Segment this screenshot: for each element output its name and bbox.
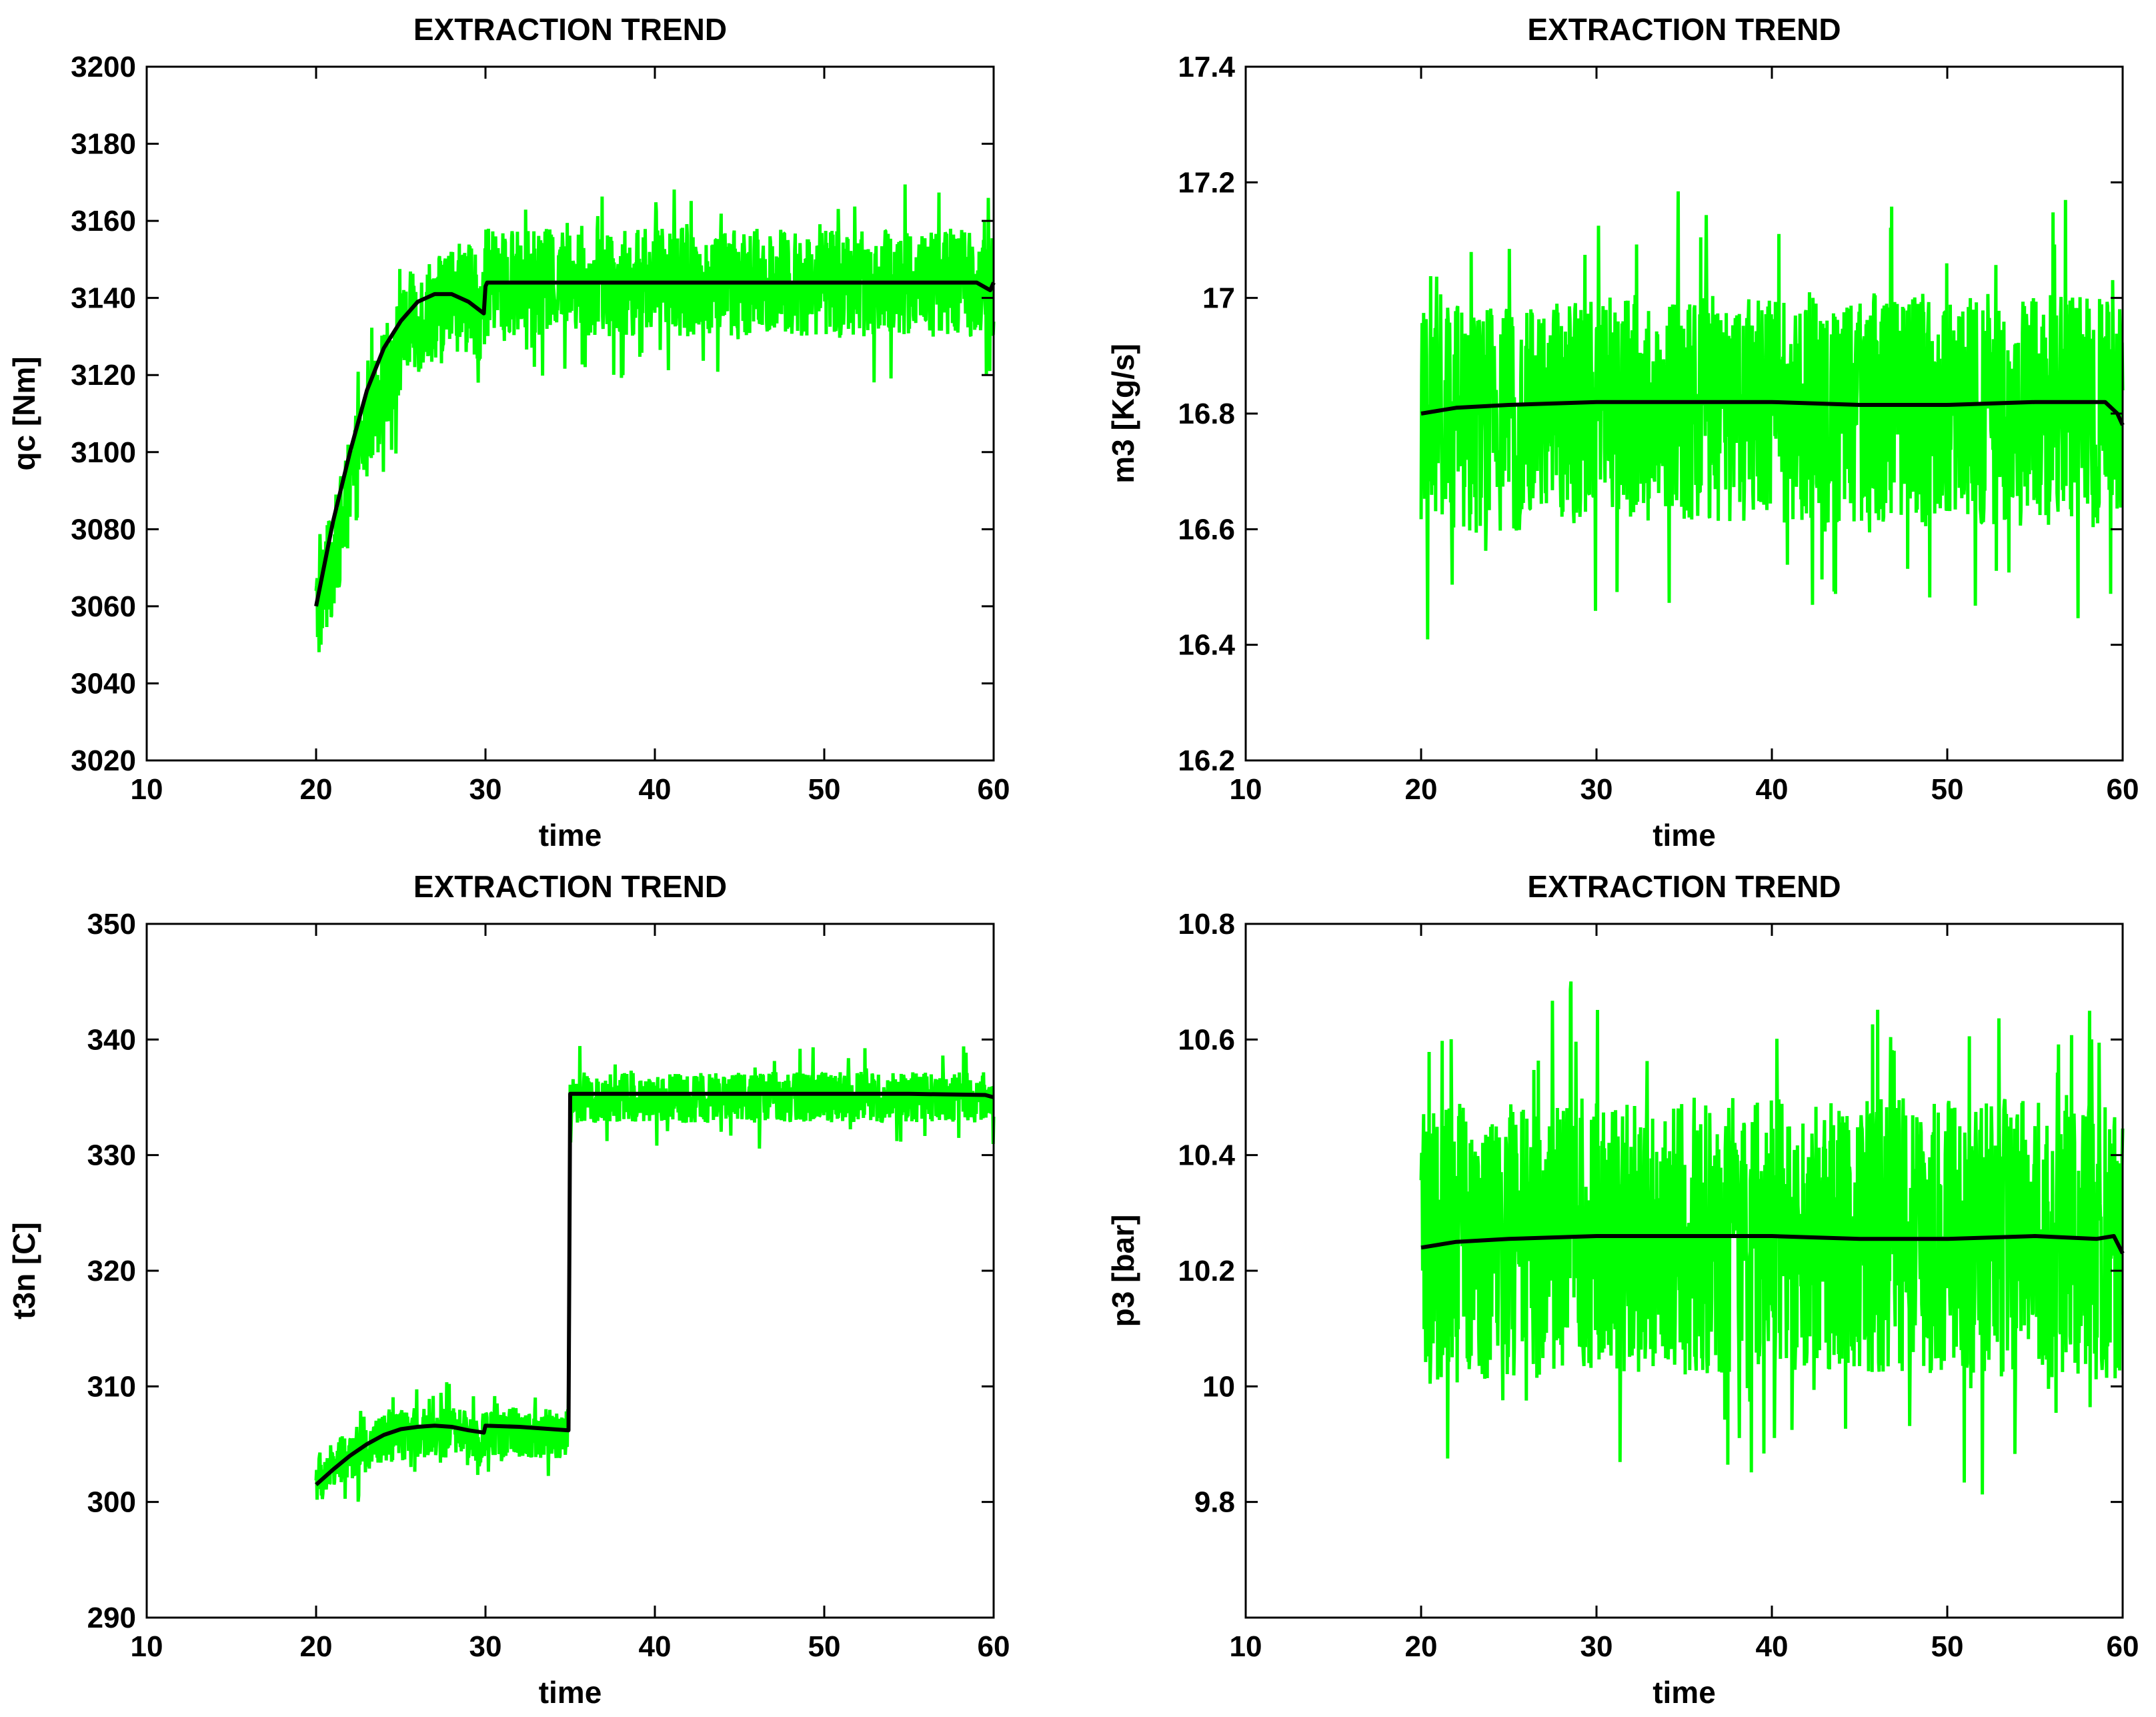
x-tick-label: 40	[1756, 1630, 1789, 1663]
y-tick-label: 290	[87, 1602, 136, 1634]
x-tick-label: 40	[639, 1630, 672, 1663]
chart-panel-1: 10 20 30 40 50 603020304030603080310031203140…	[7, 12, 1010, 852]
y-tick-label: 3140	[71, 282, 136, 315]
y-tick-label: 3180	[71, 128, 136, 161]
y-tick-label: 3160	[71, 205, 136, 237]
y-tick-label: 310	[87, 1370, 136, 1403]
y-axis-label: p3 [bar]	[1106, 1215, 1140, 1327]
x-tick-label: 10	[131, 773, 163, 806]
series-trend-line	[1420, 400, 2125, 426]
chart-title: EXTRACTION TREND	[1527, 869, 1841, 904]
y-tick-label: 3200	[71, 51, 136, 83]
x-tick-label: 10	[1230, 773, 1262, 806]
y-axis-label: m3 [Kg/s]	[1106, 344, 1140, 484]
x-axis-label: time	[539, 818, 602, 852]
x-tick-label: 20	[1405, 1630, 1438, 1663]
y-tick-label: 3060	[71, 590, 136, 623]
series-trend-line	[315, 1091, 994, 1486]
y-tick-label: 10.2	[1178, 1255, 1235, 1287]
y-tick-label: 17	[1202, 282, 1235, 315]
y-tick-label: 340	[87, 1023, 136, 1056]
y-tick-label: 9.8	[1194, 1486, 1235, 1519]
y-tick-label: 300	[87, 1486, 136, 1519]
series-measured-line	[1419, 981, 2125, 1495]
x-axis-label: time	[539, 1675, 602, 1710]
x-tick-label: 10	[131, 1630, 163, 1663]
y-tick-label: 16.4	[1178, 629, 1235, 662]
chart-title: EXTRACTION TREND	[1527, 12, 1841, 47]
chart-title: EXTRACTION TREND	[413, 12, 727, 47]
x-tick-label: 50	[1931, 1630, 1964, 1663]
x-tick-label: 20	[1405, 773, 1438, 806]
y-tick-label: 10.4	[1178, 1139, 1235, 1172]
x-tick-label: 60	[2107, 1630, 2139, 1663]
y-tick-label: 3120	[71, 359, 136, 392]
y-tick-label: 17.2	[1178, 166, 1235, 199]
axes-frame	[145, 65, 995, 762]
chart-title: EXTRACTION TREND	[413, 869, 727, 904]
y-tick-label: 3020	[71, 744, 136, 777]
y-tick-label: 330	[87, 1139, 136, 1172]
x-tick-label: 20	[300, 1630, 333, 1663]
y-tick-label: 3100	[71, 436, 136, 469]
x-tick-label: 50	[808, 773, 841, 806]
y-tick-label: 10.8	[1178, 908, 1235, 941]
y-tick-label: 17.4	[1178, 51, 1235, 83]
plot-area	[147, 67, 994, 760]
x-tick-label: 60	[978, 773, 1010, 806]
x-tick-label: 50	[1931, 773, 1964, 806]
x-tick-label: 30	[469, 773, 502, 806]
series-measured-line	[314, 184, 996, 652]
x-tick-label: 50	[808, 1630, 841, 1663]
series-trend-line	[314, 280, 996, 607]
series-trend-line	[1420, 1234, 2125, 1255]
y-tick-label: 10.6	[1178, 1023, 1235, 1056]
y-tick-label: 3040	[71, 667, 136, 700]
x-axis-label: time	[1653, 1675, 1716, 1710]
x-tick-label: 40	[639, 773, 672, 806]
x-tick-label: 10	[1230, 1630, 1262, 1663]
y-tick-label: 16.8	[1178, 398, 1235, 430]
chart-panel-2: 10 20 30 40 50 60 16.2 16.4 16.6 16.8 17 17.2 17.4 EX…	[1106, 12, 2139, 852]
y-axis-label: t3n [C]	[7, 1222, 41, 1319]
x-tick-label: 60	[2107, 773, 2139, 806]
y-tick-label: 16.6	[1178, 513, 1235, 546]
x-tick-label: 20	[300, 773, 333, 806]
x-tick-label: 40	[1756, 773, 1789, 806]
y-tick-label: 3080	[71, 513, 136, 546]
x-tick-label: 60	[978, 1630, 1010, 1663]
x-tick-label: 30	[1580, 1630, 1613, 1663]
chart-panel-4: 10 20 30 40 50 60 9.8 10 10.2 10.4 10.6 10.8 EXTRACT…	[1106, 869, 2139, 1710]
y-tick-label: 10	[1202, 1370, 1235, 1403]
x-tick-label: 30	[469, 1630, 502, 1663]
chart-panel-3: 10 20 30 40 50 60 290 300 310 320 330 340 350 EXTRACT…	[7, 869, 1010, 1710]
x-tick-label: 30	[1580, 773, 1613, 806]
y-tick-label: 350	[87, 908, 136, 941]
x-axis-label: time	[1653, 818, 1716, 852]
y-tick-label: 320	[87, 1255, 136, 1287]
y-tick-label: 16.2	[1178, 744, 1235, 777]
y-axis-label: qc [Nm]	[7, 356, 41, 470]
series-measured-line	[1419, 191, 2125, 640]
